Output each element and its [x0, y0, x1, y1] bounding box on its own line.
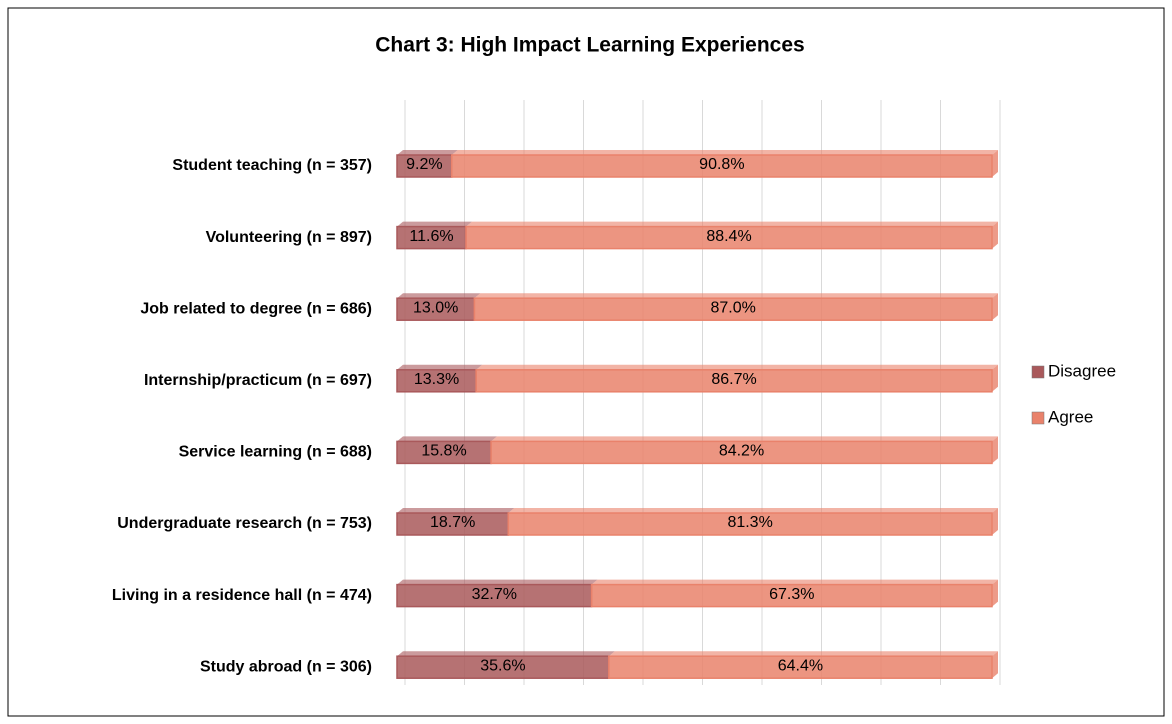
bar: [475, 369, 993, 393]
legend-label: Agree: [1048, 407, 1093, 426]
value-label: 67.3%: [769, 586, 814, 603]
bar-top: [508, 508, 998, 513]
bar-side: [992, 364, 998, 392]
bar-top: [491, 436, 998, 442]
value-label: 86.7%: [711, 371, 756, 388]
category-label: Internship/practicum (n = 697): [144, 372, 372, 389]
bar: [473, 297, 993, 321]
bar-top: [397, 651, 615, 657]
value-label: 13.3%: [414, 371, 459, 388]
bar-side: [992, 651, 998, 679]
value-label: 15.8%: [421, 443, 466, 460]
category-label: Living in a residence hall (n = 474): [112, 587, 372, 604]
bar: [590, 583, 993, 608]
bar-side: [992, 293, 998, 321]
value-label: 32.7%: [472, 586, 517, 603]
bar: [507, 512, 993, 536]
category-label: Student teaching (n = 357): [172, 157, 372, 174]
bar-top: [476, 364, 998, 370]
bar-top: [397, 293, 481, 299]
bar-top: [608, 651, 998, 657]
bar-side: [992, 221, 998, 249]
value-label: 81.3%: [727, 514, 772, 531]
bar-top: [397, 436, 498, 442]
bar-side: [992, 508, 998, 535]
bar: [450, 154, 993, 178]
category-label: Job related to degree (n = 686): [140, 300, 372, 317]
category-label: Undergraduate research (n = 753): [117, 515, 372, 532]
value-label: 11.6%: [409, 228, 453, 245]
chart-title: Chart 3: High Impact Learning Experience…: [375, 34, 804, 57]
bar-top: [474, 293, 999, 299]
bar-top: [397, 364, 483, 370]
value-label: 87.0%: [710, 299, 755, 316]
bar-top: [397, 150, 458, 155]
bar: [490, 440, 993, 465]
bar-top: [397, 508, 515, 513]
bar-top: [397, 579, 598, 585]
value-label: 9.2%: [406, 156, 442, 173]
bar: [608, 655, 993, 679]
bar-side: [992, 579, 998, 607]
value-label: 84.2%: [719, 443, 764, 460]
chart-frame: [7, 7, 1165, 717]
legend-swatch: [1031, 365, 1045, 379]
bar-top: [466, 221, 998, 227]
value-label: 88.4%: [706, 228, 751, 245]
bar-side: [992, 436, 998, 464]
bar-top: [397, 221, 473, 227]
value-label: 35.6%: [480, 657, 525, 674]
value-label: 13.0%: [413, 299, 458, 316]
bar-top: [591, 579, 998, 585]
category-label: Volunteering (n = 897): [206, 229, 372, 246]
value-label: 64.4%: [778, 657, 823, 674]
category-label: Service learning (n = 688): [179, 444, 372, 461]
legend-swatch: [1031, 411, 1045, 425]
category-label: Study abroad (n = 306): [200, 658, 372, 675]
bar: [465, 225, 993, 250]
legend-label: Disagree: [1048, 361, 1116, 380]
bar-side: [992, 150, 998, 177]
value-label: 90.8%: [699, 156, 744, 173]
value-label: 18.7%: [430, 514, 475, 531]
bar-top: [451, 150, 998, 155]
